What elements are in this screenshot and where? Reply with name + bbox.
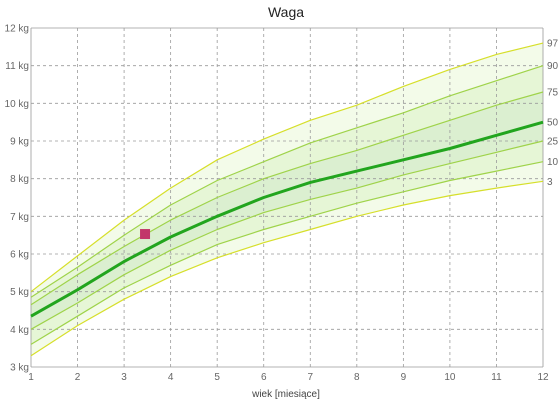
x-tick-label: 9 <box>401 372 407 383</box>
y-tick-label: 6 kg <box>10 250 29 261</box>
x-tick-label: 1 <box>28 372 34 383</box>
y-tick-label: 5 kg <box>10 287 29 298</box>
percentile-line-p97 <box>30 42 544 293</box>
y-tick-label: 4 kg <box>10 325 29 336</box>
percentile-label-p50: 50 <box>547 118 559 129</box>
percentile-bands <box>31 43 543 356</box>
y-tick-label: 3 kg <box>10 363 29 374</box>
percentile-line-p50 <box>30 120 544 318</box>
percentile-line-p75 <box>30 91 544 306</box>
y-tick-label: 8 kg <box>10 174 29 185</box>
y-tick-label: 12 kg <box>5 24 29 35</box>
percentile-label-p75: 75 <box>547 88 559 99</box>
x-tick-label: 11 <box>491 372 502 383</box>
x-tick-label: 5 <box>214 372 220 383</box>
band-p10-p25 <box>31 141 543 345</box>
percentile-line-p3 <box>30 180 544 357</box>
band-p90-p97 <box>31 43 543 298</box>
y-tick-label: 10 kg <box>5 99 29 110</box>
percentile-label-p90: 90 <box>547 61 559 72</box>
percentile-label-p25: 25 <box>547 137 559 148</box>
x-axis-ticks: 1 2 3 4 5 6 7 8 9 10 11 12 <box>28 372 549 383</box>
percentile-label-p10: 10 <box>547 157 559 168</box>
chart-title: Waga <box>268 4 304 20</box>
percentile-label-p97: 97 <box>547 39 559 50</box>
x-tick-label: 2 <box>75 372 81 383</box>
band-p25-p50 <box>31 122 543 330</box>
x-tick-label: 12 <box>537 372 549 383</box>
x-tick-label: 8 <box>354 372 360 383</box>
x-axis-label: wiek [miesiące] <box>251 389 320 400</box>
percentile-line-p10 <box>30 161 544 345</box>
x-tick-label: 7 <box>307 372 313 383</box>
percentile-line-p25 <box>30 140 544 330</box>
band-p3-p10 <box>31 161 543 356</box>
y-axis-ticks: 3 kg 4 kg 5 kg 6 kg 7 kg 8 kg 9 kg 10 kg 11 kg 12… <box>5 24 29 374</box>
measurement-point <box>140 229 151 240</box>
y-tick-label: 9 kg <box>10 137 29 148</box>
y-tick-label: 7 kg <box>10 212 29 223</box>
percentile-lines <box>30 42 544 357</box>
band-p50-p75 <box>31 92 543 317</box>
percentile-labels: 3 10 25 50 75 90 97 <box>547 39 559 188</box>
band-p75-p90 <box>31 65 543 305</box>
y-tick-label: 11 kg <box>5 61 29 72</box>
percentile-label-p3: 3 <box>547 177 553 188</box>
x-tick-label: 4 <box>168 372 174 383</box>
x-tick-label: 3 <box>121 372 127 383</box>
x-tick-label: 10 <box>444 372 456 383</box>
x-tick-label: 6 <box>261 372 267 383</box>
measurement-points <box>140 229 151 240</box>
percentile-line-p90 <box>30 65 544 298</box>
